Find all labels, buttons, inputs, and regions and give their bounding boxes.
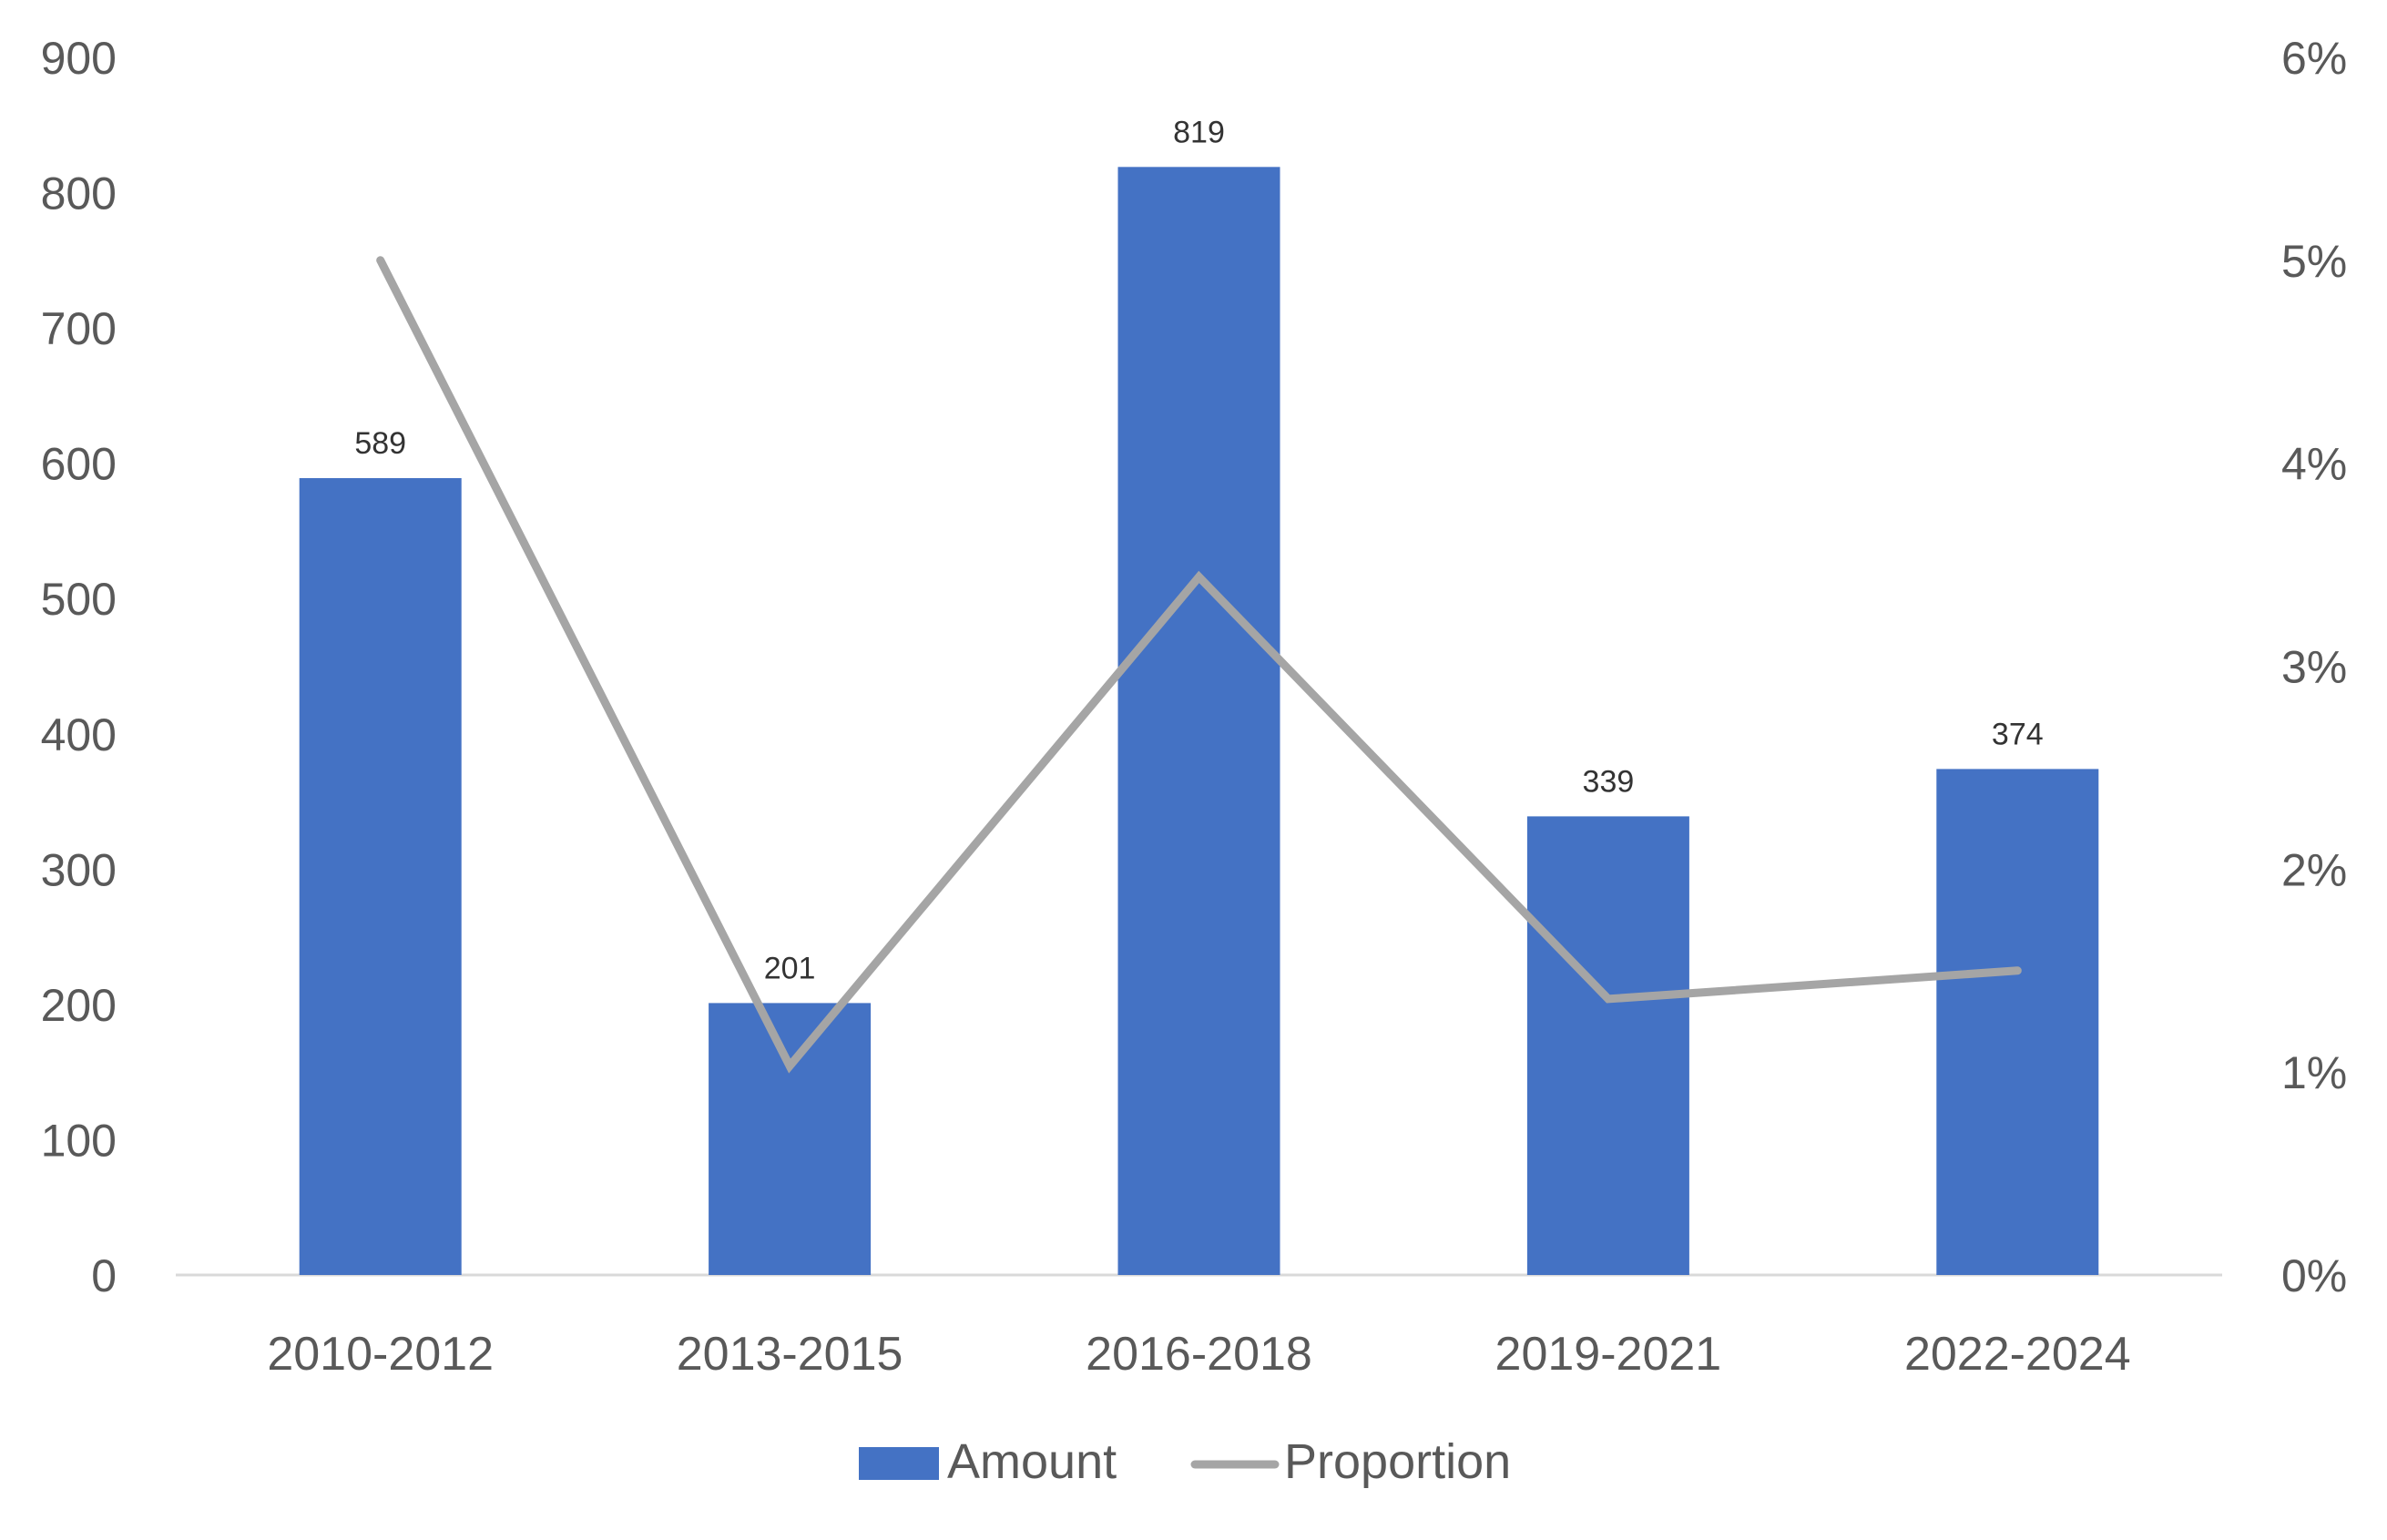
bar-data-label: 374	[1992, 717, 2044, 751]
proportion-point	[1607, 997, 1609, 1000]
left-tick-label: 800	[41, 168, 117, 219]
bar-data-label: 589	[354, 426, 406, 461]
category-label: 2016-2018	[1086, 1328, 1312, 1381]
category-label: 2019-2021	[1495, 1328, 1722, 1381]
legend: Amount Proportion	[859, 1434, 1511, 1489]
line-series	[376, 256, 2022, 1074]
right-tick-label: 6%	[2281, 33, 2347, 84]
bar-data-label: 201	[764, 951, 816, 985]
left-tick-label: 0	[91, 1250, 117, 1301]
bar-2016-2018	[1117, 167, 1280, 1276]
left-axis-ticks: 0 100 200 300 400 500 600 700 800 900	[41, 33, 117, 1301]
left-tick-label: 100	[41, 1115, 117, 1166]
bar-data-labels: 589 201 819 339 374	[354, 115, 2043, 985]
category-label: 2022-2024	[1904, 1328, 2131, 1381]
left-tick-label: 500	[41, 574, 117, 625]
left-tick-label: 300	[41, 844, 117, 895]
left-tick-label: 700	[41, 303, 117, 354]
proportion-point	[789, 1065, 791, 1067]
right-tick-label: 1%	[2281, 1047, 2347, 1098]
right-tick-label: 2%	[2281, 844, 2347, 895]
bar-data-label: 339	[1583, 764, 1635, 799]
category-axis-labels: 2010-2012 2013-2015 2016-2018 2019-2021 2022…	[267, 1328, 2130, 1381]
proportion-point	[1198, 576, 1200, 578]
bar-2010-2012	[299, 478, 462, 1275]
left-tick-label: 200	[41, 980, 117, 1031]
bar-data-label: 819	[1173, 115, 1225, 149]
legend-label-amount: Amount	[947, 1434, 1117, 1489]
right-tick-label: 4%	[2281, 439, 2347, 490]
left-tick-label: 900	[41, 33, 117, 84]
bar-2013-2015	[709, 1003, 872, 1275]
right-axis-ticks: 0% 1% 2% 3% 4% 5% 6%	[2281, 33, 2347, 1301]
left-tick-label: 600	[41, 439, 117, 490]
bar-2022-2024	[1936, 769, 2099, 1275]
right-tick-label: 3%	[2281, 642, 2347, 693]
left-tick-label: 400	[41, 709, 117, 760]
category-label: 2013-2015	[677, 1328, 903, 1381]
right-tick-label: 0%	[2281, 1250, 2347, 1301]
proportion-point	[379, 259, 382, 261]
right-tick-label: 5%	[2281, 236, 2347, 287]
legend-label-proportion: Proportion	[1284, 1434, 1511, 1489]
legend-swatch-amount	[859, 1447, 939, 1480]
proportion-point	[2016, 969, 2019, 972]
category-label: 2010-2012	[267, 1328, 494, 1381]
bar-2019-2021	[1526, 816, 1689, 1275]
bar-series	[299, 167, 2099, 1276]
